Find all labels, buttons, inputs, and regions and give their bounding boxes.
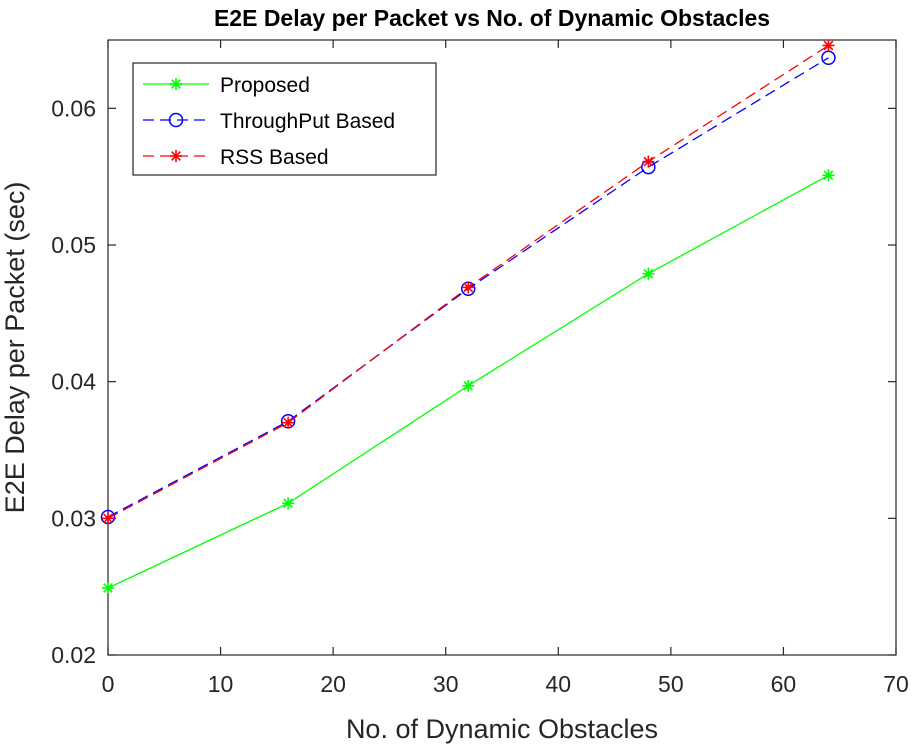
data-point-proposed <box>462 379 475 392</box>
legend-label-proposed: Proposed <box>220 74 310 97</box>
y-axis-label: E2E Delay per Packet (sec) <box>0 182 30 514</box>
y-axis: 0.02 0.03 0.04 0.05 0.06 <box>51 95 896 668</box>
series-rss-based <box>102 39 835 525</box>
data-point-proposed <box>102 582 114 595</box>
series-proposed <box>102 169 835 595</box>
legend-entry-rss-based: RSS Based <box>143 146 329 169</box>
legend-entry-throughput-based: ThroughPut Based <box>143 110 395 133</box>
x-tick-label: 60 <box>771 671 797 697</box>
legend-marker-proposed <box>170 78 182 90</box>
data-point-rss-based <box>642 155 655 168</box>
legend-label-rss-based: RSS Based <box>220 146 329 169</box>
y-tick-label: 0.03 <box>51 505 96 531</box>
legend-marker-rss-based <box>170 150 182 162</box>
x-tick-label: 40 <box>545 671 571 697</box>
legend-label-throughput-based: ThroughPut Based <box>220 110 395 133</box>
chart-title: E2E Delay per Packet vs No. of Dynamic O… <box>214 5 770 31</box>
x-tick-label: 10 <box>208 671 234 697</box>
y-tick-label: 0.04 <box>51 369 96 395</box>
data-point-rss-based <box>282 416 295 429</box>
y-tick-label: 0.02 <box>51 642 96 668</box>
data-point-proposed <box>642 267 655 280</box>
data-point-proposed <box>822 169 835 182</box>
x-tick-label: 20 <box>320 671 346 697</box>
data-point-rss-based <box>462 281 475 294</box>
data-point-rss-based <box>102 512 114 525</box>
data-point-proposed <box>282 497 295 510</box>
x-tick-label: 70 <box>883 671 909 697</box>
series-layer <box>100 39 836 595</box>
x-tick-label: 0 <box>102 671 115 697</box>
x-tick-label: 30 <box>433 671 459 697</box>
y-tick-label: 0.05 <box>51 232 96 258</box>
legend-marker-throughput-based <box>168 112 184 128</box>
x-axis: 0 10 20 30 40 50 60 70 <box>102 40 909 697</box>
y-tick-label: 0.06 <box>51 95 96 121</box>
legend-entry-proposed: Proposed <box>143 74 310 97</box>
data-point-rss-based <box>822 39 835 52</box>
legend: Proposed ThroughPut Based RSS Based <box>132 62 437 176</box>
x-axis-label: No. of Dynamic Obstacles <box>346 714 658 744</box>
x-tick-label: 50 <box>658 671 684 697</box>
